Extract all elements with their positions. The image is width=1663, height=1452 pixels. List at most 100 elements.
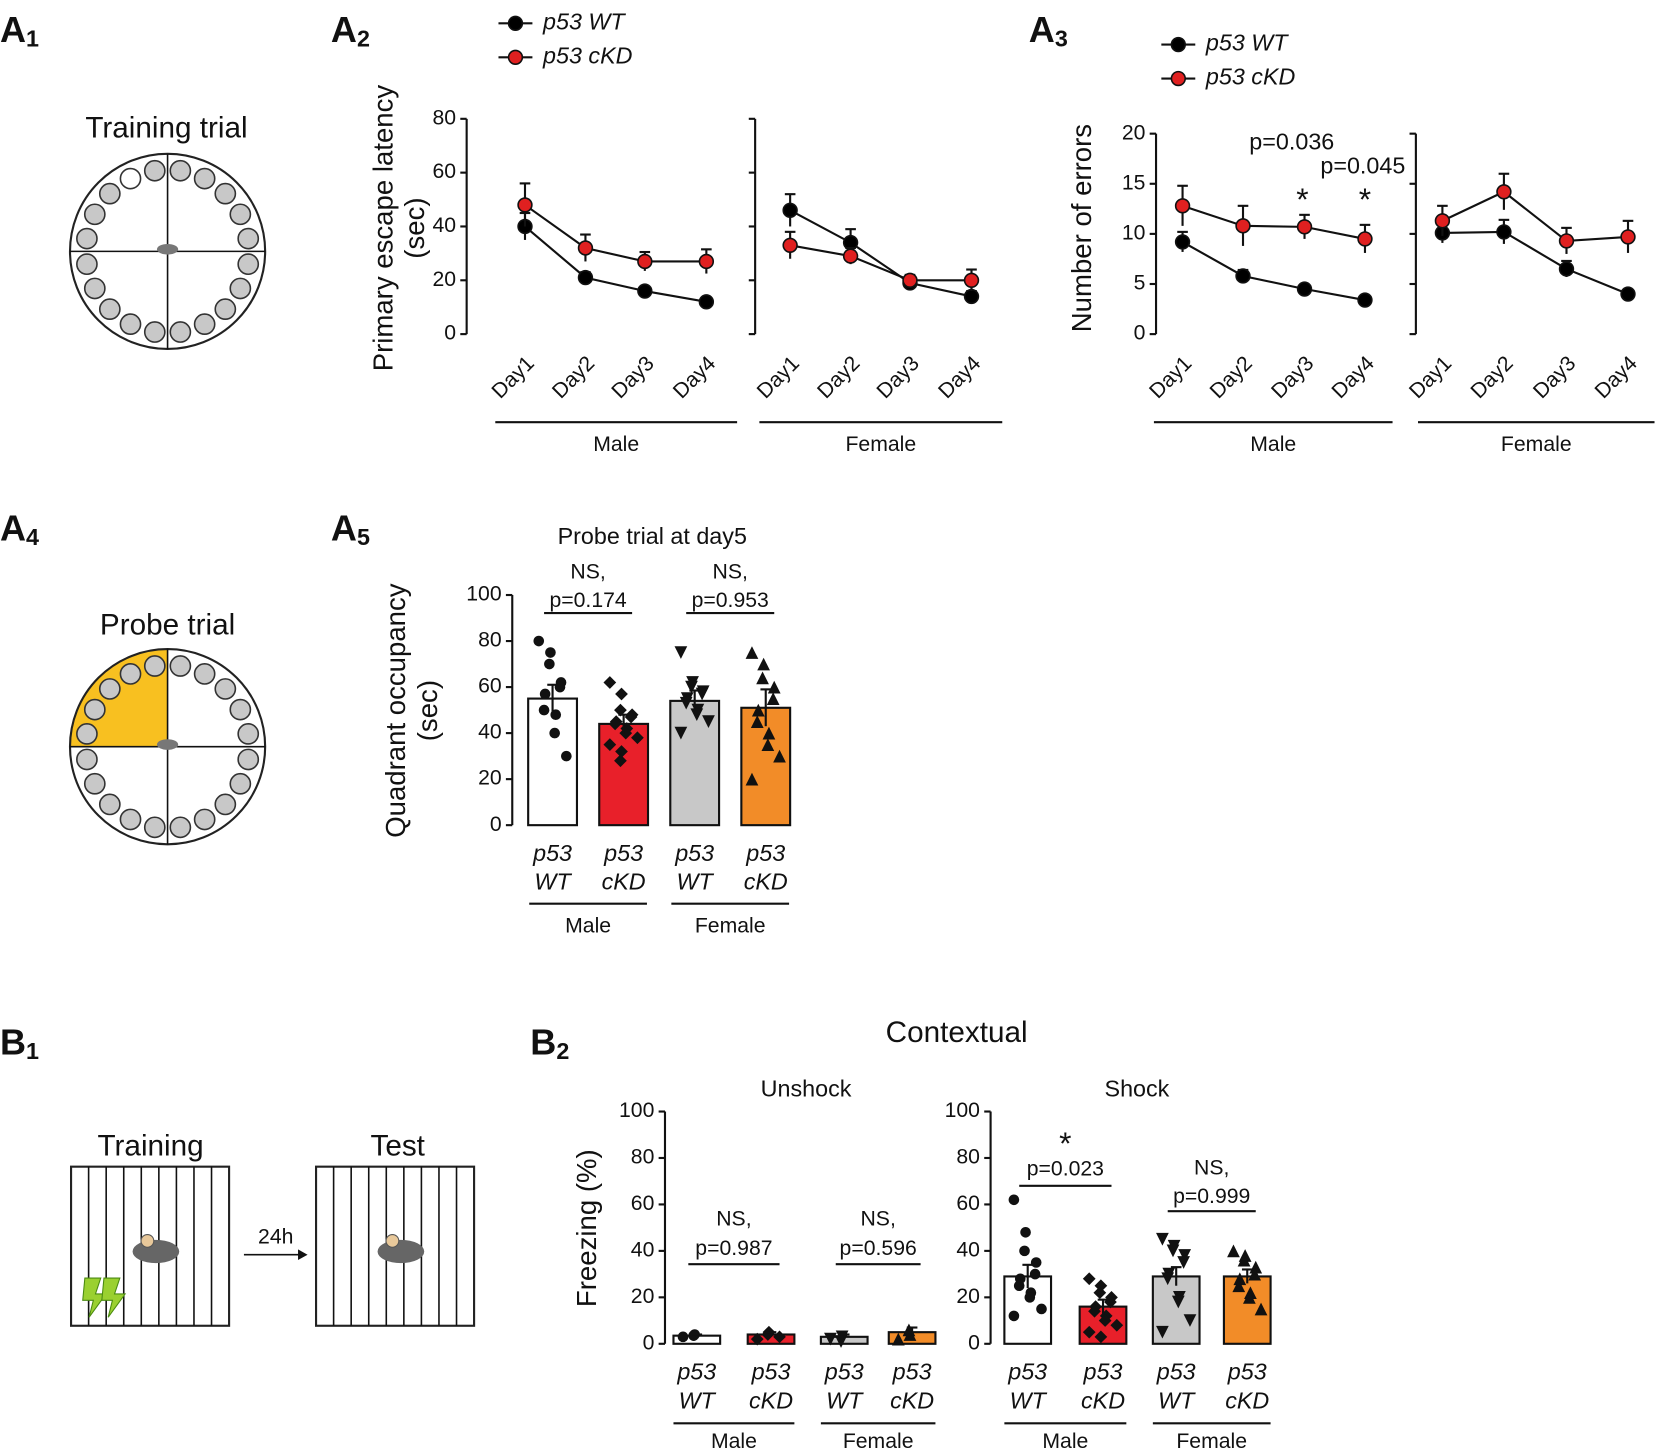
y-tick-label: 0: [1134, 322, 1146, 345]
panel-label: B2: [530, 1021, 569, 1064]
group-label: Female: [843, 1430, 914, 1452]
hole: [169, 816, 192, 839]
mouse: [156, 243, 179, 255]
hole: [83, 772, 106, 795]
x-tick-label: p53: [1227, 1359, 1267, 1385]
data-point: [690, 708, 704, 722]
hole: [237, 253, 260, 276]
y-tick-label: 100: [466, 583, 501, 606]
comparison-label: NS,: [860, 1207, 895, 1230]
hole: [229, 203, 252, 226]
comparison-label: *: [1059, 1125, 1071, 1161]
data-point: [614, 754, 627, 768]
data-point: [745, 772, 759, 786]
y-tick-label: 20: [631, 1285, 655, 1308]
data-point: [1183, 1314, 1197, 1327]
hole: [214, 678, 237, 700]
arrow-head: [298, 1249, 308, 1261]
marker: [902, 272, 918, 288]
data-point: [1019, 1245, 1030, 1257]
data-point: [554, 681, 566, 693]
hole: [214, 793, 237, 816]
panel-subscript: 2: [556, 1038, 569, 1064]
y-axis-label: Number of errors: [1066, 124, 1097, 332]
legend-label: p53 WT: [542, 9, 626, 35]
x-tick-label: WT: [677, 869, 715, 895]
hole: [229, 277, 252, 300]
data-point: [1237, 1253, 1251, 1267]
marker: [1496, 184, 1512, 200]
data-point: [1088, 1304, 1101, 1318]
y-tick-label: 0: [643, 1331, 655, 1354]
data-point: [614, 703, 627, 717]
legend-label: p53 WT: [1205, 30, 1289, 56]
marker: [1357, 231, 1373, 247]
panel-subscript: 1: [26, 25, 39, 51]
hole: [83, 698, 106, 721]
hole: [76, 253, 98, 276]
x-tick-label: cKD: [749, 1387, 793, 1413]
data-point: [1156, 1232, 1169, 1246]
x-tick-label: WT: [1010, 1387, 1048, 1413]
y-axis-label: (sec): [399, 197, 430, 258]
marker: [637, 283, 653, 299]
data-point: [1254, 1302, 1268, 1316]
y-tick-label: 20: [478, 767, 502, 790]
data-point: [773, 749, 786, 763]
comparison-label: NS,: [713, 560, 748, 583]
hole: [193, 313, 216, 336]
data-point: [679, 696, 693, 710]
x-tick-label: p53: [1007, 1359, 1047, 1385]
marker: [1558, 233, 1575, 249]
series-line: [524, 204, 707, 263]
hole: [214, 182, 237, 205]
x-tick-label: Day1: [753, 352, 804, 403]
mouse: [377, 1239, 425, 1264]
data-point: [750, 1332, 764, 1346]
data-point: [539, 688, 551, 700]
data-point: [674, 646, 688, 659]
data-point: [674, 726, 688, 740]
x-tick-label: Day3: [873, 352, 924, 403]
data-point: [685, 680, 698, 694]
data-point: [1161, 1272, 1175, 1286]
y-tick-label: 100: [619, 1099, 654, 1122]
data-point: [1227, 1244, 1240, 1258]
group-label: Male: [711, 1430, 757, 1452]
data-point: [1013, 1280, 1025, 1292]
data-point: [1008, 1194, 1020, 1206]
data-point: [1008, 1310, 1020, 1322]
y-tick-label: 60: [631, 1192, 655, 1215]
panel-letter: A: [331, 8, 357, 49]
y-tick-label: 15: [1122, 171, 1146, 194]
x-tick-label: Day4: [934, 352, 985, 403]
data-point: [1094, 1330, 1108, 1344]
data-point: [824, 1332, 837, 1346]
error: [765, 1331, 777, 1337]
panel-subscript: 3: [1055, 25, 1068, 51]
hole: [143, 159, 166, 182]
data-point: [615, 687, 628, 701]
data-point: [561, 750, 572, 762]
x-tick-label: Day2: [548, 352, 599, 403]
marker: [1296, 281, 1313, 297]
p-value: p=0.987: [695, 1237, 772, 1260]
p-value: p=0.999: [1173, 1185, 1250, 1208]
group-label: Female: [845, 433, 916, 456]
error: [1241, 1268, 1253, 1284]
hole: [169, 159, 192, 182]
hole: [119, 167, 142, 190]
marker: [637, 253, 653, 270]
x-tick-label: WT: [826, 1387, 864, 1413]
x-tick-label: p53: [745, 840, 785, 866]
x-tick-label: WT: [534, 869, 572, 895]
marker: [517, 197, 533, 213]
marker: [698, 294, 715, 310]
marker: [1174, 198, 1191, 214]
error: [760, 688, 772, 727]
panel-title: Shock: [1105, 1075, 1170, 1101]
panel-subscript: 1: [26, 1038, 39, 1064]
error: [547, 683, 558, 713]
error: [1170, 1266, 1182, 1286]
